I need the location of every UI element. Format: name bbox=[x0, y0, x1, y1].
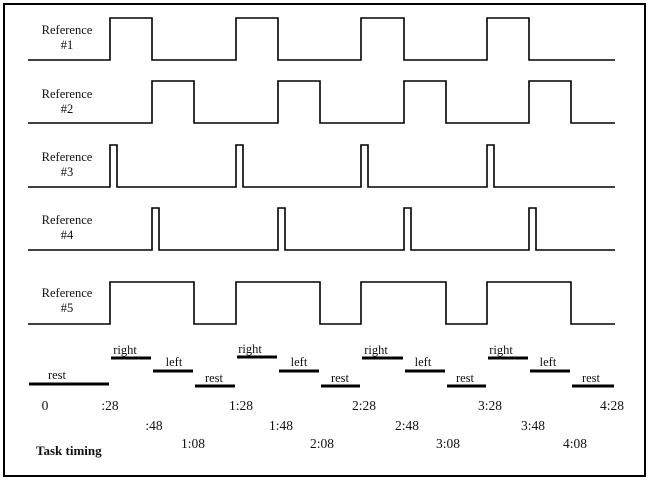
reference-2-name: Reference bbox=[41, 87, 93, 101]
segment-label-rest: rest bbox=[581, 371, 601, 385]
time-label: 2:28 bbox=[351, 398, 377, 413]
reference-5-waveform bbox=[28, 281, 615, 325]
segment-label-rest: rest bbox=[204, 371, 224, 385]
time-label: 2:08 bbox=[309, 436, 335, 451]
reference-3-waveform bbox=[28, 144, 615, 188]
time-label: 1:48 bbox=[268, 418, 294, 433]
time-label: 1:08 bbox=[180, 436, 206, 451]
reference-4-label: Reference #4 bbox=[22, 213, 112, 243]
segment-label-rest: rest bbox=[330, 371, 350, 385]
segment-label-left: left bbox=[290, 355, 308, 369]
time-label: :48 bbox=[145, 418, 163, 433]
reference-1-number: #1 bbox=[60, 38, 74, 52]
reference-4-waveform bbox=[28, 207, 615, 251]
segment-label-left: left bbox=[165, 355, 183, 369]
reference-1-waveform bbox=[28, 17, 615, 61]
reference-1-label: Reference #1 bbox=[22, 23, 112, 53]
segment-label-rest: rest bbox=[455, 371, 475, 385]
time-label: :28 bbox=[101, 398, 119, 413]
reference-3-name: Reference bbox=[41, 150, 93, 164]
time-label: 2:48 bbox=[394, 418, 420, 433]
time-label: 4:28 bbox=[599, 398, 625, 413]
segment-label-left: left bbox=[539, 355, 557, 369]
segment-label-right: right bbox=[364, 343, 388, 357]
time-label: 3:28 bbox=[477, 398, 503, 413]
segment-label-rest: rest bbox=[47, 368, 67, 382]
reference-4-number: #4 bbox=[60, 228, 74, 242]
segment-label-left: left bbox=[414, 355, 432, 369]
time-label: 1:28 bbox=[228, 398, 254, 413]
time-label: 3:08 bbox=[435, 436, 461, 451]
reference-2-label: Reference #2 bbox=[22, 87, 112, 117]
reference-1-name: Reference bbox=[41, 23, 93, 37]
waveforms bbox=[28, 17, 615, 325]
reference-5-label: Reference #5 bbox=[22, 286, 112, 316]
time-label: 0 bbox=[41, 398, 49, 413]
reference-2-waveform bbox=[28, 80, 615, 124]
segment-label-right: right bbox=[238, 342, 262, 356]
reference-3-label: Reference #3 bbox=[22, 150, 112, 180]
reference-3-number: #3 bbox=[60, 165, 74, 179]
time-label: 3:48 bbox=[520, 418, 546, 433]
figure-border bbox=[3, 3, 646, 477]
reference-4-name: Reference bbox=[41, 213, 93, 227]
reference-5-number: #5 bbox=[60, 301, 74, 315]
segment-label-right: right bbox=[113, 343, 137, 357]
task-timing-caption: Task timing bbox=[36, 443, 102, 458]
time-label: 4:08 bbox=[562, 436, 588, 451]
segment-label-right: right bbox=[489, 343, 513, 357]
reference-2-number: #2 bbox=[60, 102, 74, 116]
task-bars bbox=[29, 355, 614, 388]
reference-5-name: Reference bbox=[41, 286, 93, 300]
